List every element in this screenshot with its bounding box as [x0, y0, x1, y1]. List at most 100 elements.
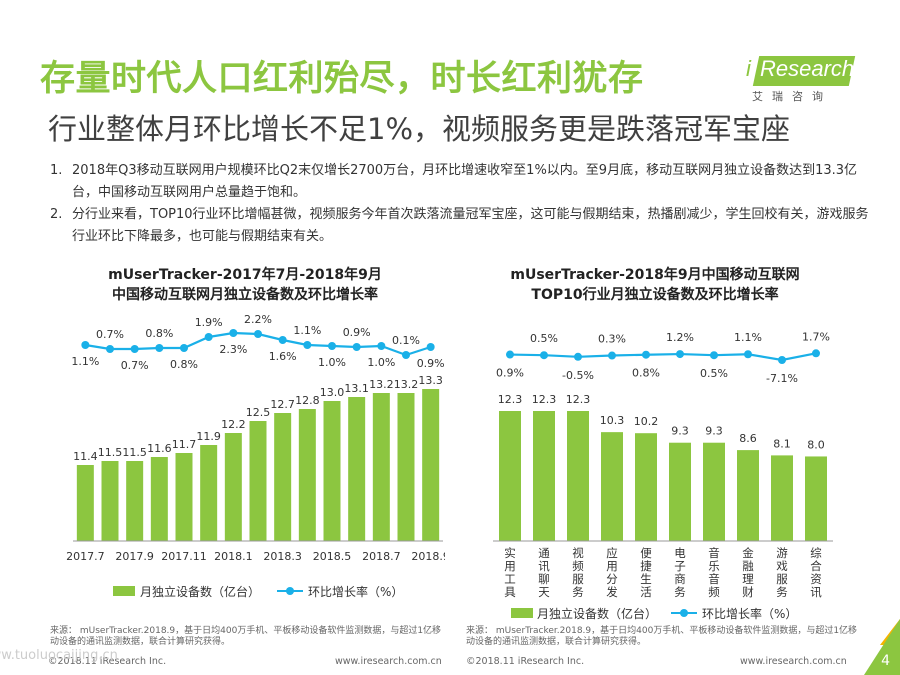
chart-title-line-2: TOP10行业月独立设备数及环比增长率 [531, 286, 778, 303]
rate-point [106, 345, 114, 353]
rate-point [642, 350, 650, 359]
bar-label: 11.9 [196, 430, 221, 443]
bullet-item: 2. 分行业来看，TOP10行业环比增幅甚微，视频服务今年首次跌落流量冠军宝座，这… [50, 207, 869, 244]
logo-chinese: 艾瑞咨询 [752, 90, 832, 103]
category-label-char: 实 [504, 546, 516, 560]
category-label-char: 通 [538, 546, 550, 560]
rate-label: 0.5% [530, 332, 558, 345]
bar-label: 10.3 [600, 414, 625, 427]
rate-point [278, 336, 287, 344]
footer-url-left: www.iresearch.com.cn [335, 656, 442, 667]
chart-top10-industries: mUserTracker-2018年9月中国移动互联网 TOP10行业月独立设备数… [493, 266, 833, 621]
category-label-char: 讯 [810, 585, 822, 599]
growth-rate-line [509, 352, 817, 362]
bar-label: 9.3 [671, 425, 689, 438]
legend-line-marker [680, 609, 688, 617]
bar-label: 11.5 [122, 446, 146, 459]
category-label-char: 游 [776, 546, 788, 560]
bar-2017.9 [126, 461, 144, 541]
category-label-char: 活 [640, 585, 652, 599]
category-label-char: 电 [674, 546, 686, 560]
footer-url-right: www.iresearch.com.cn [740, 656, 847, 667]
rate-label: 1.1% [293, 324, 321, 337]
rate-point [180, 344, 188, 352]
bar-label: 8.6 [739, 432, 757, 445]
page-subtitle: 行业整体月环比增长不足1%，视频服务更是跌落冠军宝座 [48, 112, 791, 146]
rate-label: 0.7% [96, 328, 124, 341]
bar-2018.4 [298, 409, 316, 541]
x-tick-label: 2018.7 [362, 550, 401, 563]
bar-label: 13.2 [369, 378, 394, 391]
rate-label: 1.7% [802, 330, 830, 343]
bar-label: 12.2 [221, 418, 246, 431]
category-label-char: 频 [572, 559, 584, 573]
x-tick-label: 2018.9 [411, 550, 445, 563]
category-label-char: 具 [504, 585, 516, 599]
bar-2017.7 [76, 465, 94, 541]
bar-label: 13.0 [320, 386, 345, 399]
rate-point [81, 341, 90, 349]
bar-label: 11.5 [98, 446, 123, 459]
rate-label: 0.8% [170, 358, 198, 371]
summary-bullets: 1. 2018年Q3移动互联网用户规模环比Q2末仅增长2700万台，月环比增速收窄… [50, 160, 880, 248]
legend-bar-label: 月独立设备数（亿台） [140, 584, 260, 599]
rate-point [377, 342, 386, 350]
rate-point [540, 351, 548, 360]
category-label-char: 工 [504, 572, 516, 586]
bar-2017.11 [175, 453, 193, 541]
corner-decoration-green [864, 619, 900, 675]
rate-point [303, 341, 312, 349]
x-tick-label: 2017.9 [115, 550, 154, 563]
bar-label: 8.0 [807, 438, 825, 451]
rate-point [574, 352, 582, 361]
category-label-char: 发 [606, 585, 618, 599]
rate-label: 1.2% [666, 331, 694, 344]
rate-label: 0.5% [700, 367, 728, 380]
bar-2018.9 [422, 389, 440, 541]
rate-point [812, 349, 820, 358]
rate-label: 1.6% [269, 350, 297, 363]
category-label-char: 商 [674, 572, 686, 586]
bar-2017.8 [101, 461, 119, 541]
rate-label: 0.9% [417, 357, 445, 370]
bar-实用工具 [499, 411, 521, 541]
rate-label: 0.8% [145, 327, 173, 340]
chart-title-line-2: 中国移动互联网月独立设备数及环比增长率 [112, 286, 378, 303]
rate-point [676, 350, 684, 359]
category-label-char: 子 [674, 559, 686, 573]
rate-label: -7.1% [766, 372, 798, 385]
rate-label: 1.0% [367, 356, 395, 369]
chart-monthly-devices: mUserTracker-2017年7月-2018年9月中国移动互联网月独立设备… [66, 266, 445, 599]
category-label-char: 服 [776, 572, 788, 586]
bar-2017.12 [200, 445, 218, 541]
category-label-char: 捷 [640, 559, 652, 573]
source-note-left: 来源： mUserTracker.2018.9，基于日均400万手机、平板移动设… [50, 626, 442, 647]
chart-title-line-1: mUserTracker-2017年7月-2018年9月 [108, 266, 382, 283]
bar-2018.8 [397, 393, 415, 541]
logo-word: Research [760, 56, 855, 81]
category-label-char: 财 [742, 585, 754, 599]
legend-line-label: 环比增长率（%） [308, 584, 403, 599]
category-label-char: 视 [572, 546, 584, 560]
legend-line-marker [286, 587, 294, 595]
iresearch-logo: i Research 艾瑞咨询 [746, 50, 856, 103]
category-label-char: 分 [606, 572, 618, 586]
rate-label: 1.1% [734, 331, 762, 344]
rate-label: 0.9% [496, 367, 524, 380]
bar-2018.6 [348, 397, 366, 541]
rate-label: 1.9% [195, 316, 223, 329]
category-label-char: 便 [640, 546, 652, 560]
x-tick-label: 2017.11 [161, 550, 207, 563]
bar-2018.2 [249, 421, 267, 541]
bar-label: 13.3 [418, 374, 443, 387]
category-label-char: 频 [708, 585, 720, 599]
bar-label: 13.2 [394, 378, 419, 391]
category-label-char: 用 [504, 559, 516, 573]
rate-point [506, 350, 514, 359]
rate-point [254, 330, 262, 338]
bar-2018.7 [372, 393, 390, 541]
category-label-char: 戏 [776, 559, 788, 573]
bar-游戏服务 [771, 455, 793, 541]
x-tick-label: 2017.7 [66, 550, 105, 563]
bar-综合资讯 [805, 456, 827, 541]
